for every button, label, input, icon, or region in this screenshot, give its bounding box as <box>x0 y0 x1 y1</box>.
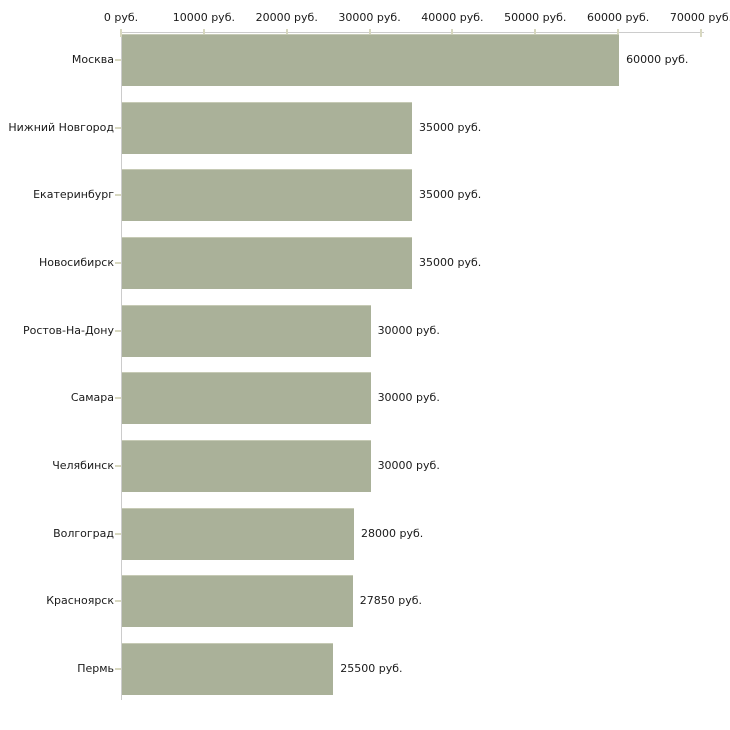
bar-row: Москва 60000 руб. <box>0 34 730 86</box>
value-label: 30000 руб. <box>377 323 440 337</box>
bar-row: Ростов-На-Дону 30000 руб. <box>0 304 730 357</box>
x-axis-tick-label: 60000 руб. <box>587 11 650 24</box>
category-label: Челябинск <box>52 458 114 472</box>
x-axis-tick-mark <box>120 29 122 37</box>
bar-row: Волгоград 28000 руб. <box>0 507 730 560</box>
category-label: Красноярск <box>46 594 114 608</box>
bar <box>122 101 412 154</box>
x-axis-line <box>121 32 704 33</box>
value-label: 60000 руб. <box>626 53 689 66</box>
bar <box>122 304 371 357</box>
bar-row: Челябинск 30000 руб. <box>0 439 730 492</box>
bar <box>122 507 354 560</box>
y-axis-line <box>121 32 122 700</box>
category-tick-mark <box>115 126 121 129</box>
bar <box>122 642 334 695</box>
category-tick-mark <box>115 397 121 400</box>
x-axis-tick-mark <box>534 29 537 37</box>
value-label: 28000 руб. <box>361 526 424 540</box>
value-label: 30000 руб. <box>377 391 440 405</box>
x-axis-tick-mark <box>368 29 371 37</box>
bar-row: Новосибирск 35000 руб. <box>0 236 730 289</box>
category-tick-mark <box>115 464 121 467</box>
value-label: 30000 руб. <box>377 458 440 472</box>
bar-row: Пермь 25500 руб. <box>0 642 730 695</box>
bar <box>122 372 371 425</box>
category-tick-mark <box>115 261 121 264</box>
x-axis-tick-label: 10000 руб. <box>172 11 235 24</box>
x-axis-tick-label: 20000 руб. <box>255 11 318 24</box>
x-axis-tick-mark <box>451 29 454 37</box>
category-label: Самара <box>70 391 114 405</box>
x-axis-tick-mark <box>617 29 620 37</box>
x-axis-tick-label: 50000 руб. <box>504 11 567 24</box>
value-label: 25500 руб. <box>340 661 403 675</box>
x-axis-tick-mark <box>700 29 702 37</box>
bar-row: Самара 30000 руб. <box>0 372 730 425</box>
x-axis-tick-label: 0 руб. <box>103 11 139 24</box>
bar-row: Нижний Новгород 35000 руб. <box>0 101 730 154</box>
category-label: Пермь <box>77 661 114 675</box>
value-label: 35000 руб. <box>419 120 482 134</box>
x-axis-tick-label: 40000 руб. <box>421 11 484 24</box>
bar-row: Екатеринбург 35000 руб. <box>0 169 730 222</box>
bar-row: Красноярск 27850 руб. <box>0 575 730 628</box>
x-axis-tick-mark <box>285 29 288 37</box>
value-label: 35000 руб. <box>419 188 482 202</box>
category-label: Нижний Новгород <box>8 120 114 134</box>
x-axis-tick-mark <box>202 29 205 37</box>
value-label: 35000 руб. <box>419 255 482 269</box>
category-label: Волгоград <box>53 526 114 540</box>
category-tick-mark <box>115 329 121 332</box>
category-tick-mark <box>115 194 121 197</box>
bar <box>122 439 371 492</box>
bar <box>122 575 353 628</box>
bar <box>122 169 412 222</box>
category-tick-mark <box>115 667 121 670</box>
category-label: Ростов-На-Дону <box>22 323 114 337</box>
x-axis-tick-label: 30000 руб. <box>338 11 401 24</box>
category-label: Москва <box>71 53 114 66</box>
category-label: Новосибирск <box>38 255 114 269</box>
category-tick-mark <box>115 532 121 535</box>
x-axis-tick-label: 70000 руб. <box>669 11 730 24</box>
value-label: 27850 руб. <box>359 594 423 608</box>
category-tick-mark <box>115 59 121 61</box>
bar <box>122 236 412 289</box>
bar <box>122 34 620 86</box>
category-tick-mark <box>115 600 121 603</box>
category-label: Екатеринбург <box>33 188 114 202</box>
